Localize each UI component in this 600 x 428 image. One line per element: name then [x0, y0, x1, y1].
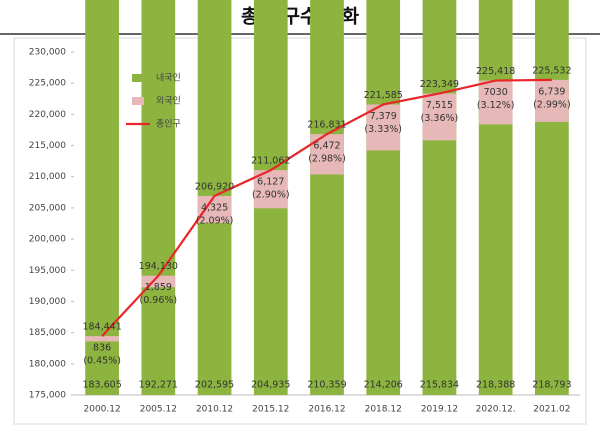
bar-label: 4,325 — [201, 202, 228, 213]
y-tick-label: 200,000 — [29, 235, 66, 245]
line-label: 225,418 — [476, 66, 515, 77]
y-tick-label: 190,000 — [29, 297, 66, 307]
bar-segment — [141, 275, 176, 288]
x-tick-label: 2020.12. — [476, 405, 516, 415]
line-label: 225,532 — [532, 65, 571, 76]
legend-swatch — [132, 97, 144, 105]
bar-label: 192,271 — [139, 380, 178, 391]
bar-label: 202,595 — [195, 380, 234, 391]
y-tick-label: 185,000 — [29, 328, 66, 338]
share-label: (2.09%) — [196, 215, 234, 226]
bar-label: 6,739 — [538, 86, 565, 97]
bar-label: 183,605 — [82, 380, 121, 391]
bar-label: 1,859 — [145, 282, 172, 293]
bar-segment — [366, 104, 401, 151]
legend-label: 내국인 — [156, 73, 181, 84]
total-line — [101, 78, 552, 337]
x-tick-label: 2015.12 — [252, 405, 289, 415]
bar-segment — [310, 0, 344, 395]
line-label: 184,441 — [82, 322, 121, 333]
bar-label: 214,206 — [364, 380, 403, 391]
bar-label: 7,515 — [426, 100, 453, 111]
line-label: 223,349 — [420, 79, 459, 90]
bar-segment — [85, 336, 119, 342]
share-label: (0.96%) — [140, 295, 178, 306]
bar-label: 218,388 — [476, 380, 515, 391]
bar-label: 204,935 — [251, 380, 290, 391]
x-tick-label: 2021.02 — [533, 405, 570, 415]
legend-swatch — [132, 74, 144, 82]
share-label: (2.98%) — [308, 154, 346, 165]
line-label: 216,831 — [307, 120, 346, 131]
bar-segment — [197, 195, 232, 223]
x-tick-label: 2016.12 — [308, 405, 345, 415]
bar-segment — [141, 0, 176, 395]
bar-label: 6,127 — [257, 177, 284, 188]
bar-label: 6,472 — [313, 141, 340, 152]
share-label: (0.45%) — [83, 356, 121, 367]
share-label: (2.99%) — [533, 99, 571, 110]
y-tick-label: 210,000 — [29, 172, 66, 182]
legend-label: 총인구 — [156, 119, 181, 130]
line-label: 221,585 — [364, 90, 403, 101]
bar-segment — [366, 0, 401, 395]
bar-label: 218,793 — [532, 380, 571, 391]
y-tick-label: 230,000 — [29, 48, 66, 58]
line-label: 211,062 — [251, 156, 290, 167]
y-tick-label: 195,000 — [29, 266, 66, 276]
x-tick-label: 2000.12 — [84, 405, 121, 415]
share-label: (3.12%) — [477, 100, 515, 111]
share-label: (3.33%) — [364, 124, 402, 135]
line-label: 194,130 — [139, 261, 178, 272]
bar-label: 215,834 — [420, 380, 459, 391]
bar-segment — [422, 0, 457, 395]
share-label: (3.36%) — [421, 113, 459, 124]
share-label: (2.90%) — [252, 190, 290, 201]
y-tick-label: 175,000 — [29, 391, 66, 401]
bar-segment — [535, 79, 569, 122]
line-label: 206,920 — [195, 181, 234, 192]
legend-label: 외국인 — [156, 95, 181, 107]
y-tick-label: 220,000 — [29, 110, 66, 120]
bar-segment — [422, 93, 457, 141]
bar-segment — [478, 0, 513, 396]
bar-segment — [478, 80, 513, 125]
y-tick-label: 205,000 — [29, 203, 66, 213]
bar-label: 210,359 — [307, 380, 346, 391]
bar-label: 7030 — [484, 87, 508, 98]
bar-label: 7,379 — [370, 111, 397, 122]
x-tick-label: 2010.12 — [196, 405, 233, 415]
x-tick-label: 2019.12 — [421, 405, 458, 415]
bar-segment — [535, 0, 569, 395]
bar-segment — [85, 0, 119, 396]
bar-label: 836 — [93, 343, 111, 354]
y-tick-label: 215,000 — [29, 141, 66, 151]
y-tick-label: 180,000 — [29, 359, 66, 369]
x-tick-label: 2018.12 — [365, 405, 402, 415]
chart-frame — [13, 37, 587, 425]
x-tick-label: 2005.12 — [140, 405, 177, 415]
y-tick-label: 225,000 — [29, 79, 66, 89]
